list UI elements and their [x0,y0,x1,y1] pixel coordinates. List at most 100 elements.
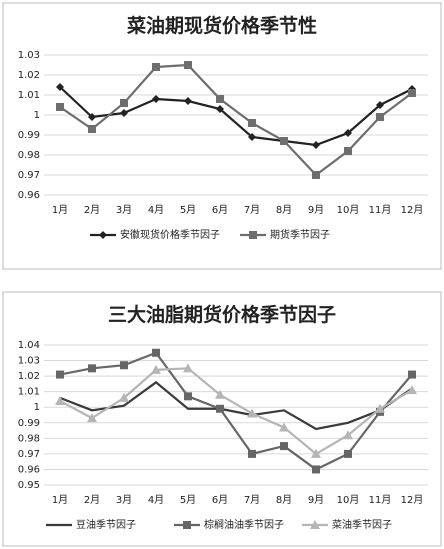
point-marker [312,465,320,474]
x-tick-label: 7月 [244,204,260,216]
point-marker [183,363,193,373]
point-marker [344,129,352,137]
x-tick-label: 2月 [84,204,100,216]
point-marker [344,449,352,458]
y-tick-label: 0.96 [18,464,40,475]
series-line [59,86,413,147]
point-marker [151,364,161,374]
x-tick-label: 5月 [180,494,196,506]
point-marker [248,449,256,458]
point-marker [184,97,192,105]
x-tick-label: 12月 [401,494,424,506]
x-tick-label: 3月 [116,204,132,216]
point-marker [120,109,128,117]
point-marker [343,430,353,440]
point-marker [88,125,96,133]
x-tick-label: 11月 [369,494,392,506]
point-marker [120,361,128,370]
x-tick-label: 5月 [180,204,196,216]
x-tick-label: 4月 [148,204,164,216]
point-marker [248,119,256,127]
x-tick-label: 7月 [244,494,260,506]
point-marker [280,137,288,145]
x-tick-label: 8月 [276,494,292,506]
point-marker [216,105,224,113]
x-tick-label: 6月 [212,494,228,506]
point-marker [56,370,64,379]
legend-marker [249,231,257,239]
y-tick-label: 0.96 [18,190,40,201]
legend-marker [183,521,191,529]
y-tick-label: 1.02 [18,70,40,81]
y-tick-label: 1.02 [18,371,40,382]
point-marker [408,370,416,379]
series-line [59,351,413,471]
x-tick-label: 9月 [308,494,324,506]
point-marker [407,385,417,395]
legend-label: 安徽现货价格季节因子 [120,228,220,241]
x-tick-label: 1月 [52,204,68,216]
x-tick-label: 12月 [401,204,424,216]
point-marker [56,83,64,91]
point-marker [247,408,257,418]
point-marker [215,389,225,399]
point-marker [56,103,64,111]
x-tick-label: 8月 [276,204,292,216]
y-tick-label: 0.99 [18,418,40,429]
legend-marker [99,231,107,239]
point-marker [376,101,384,109]
y-tick-label: 0.97 [18,170,40,181]
x-tick-label: 6月 [212,204,228,216]
point-marker [216,95,224,103]
y-tick-label: 1.01 [18,90,40,101]
point-marker [184,61,192,69]
legend-marker [310,520,320,529]
point-marker [344,147,352,155]
y-tick-label: 0.99 [18,130,40,141]
legend-label: 菜油季节因子 [332,518,392,531]
point-marker [184,392,192,401]
point-marker [216,404,224,413]
chart-title: 菜油期现货价格季节性 [126,14,317,37]
legend-label: 棕榈油油季节因子 [204,518,284,531]
legend-label: 豆油季节因子 [76,518,136,531]
x-tick-label: 4月 [148,494,164,506]
y-tick-label: 0.95 [18,480,40,491]
point-marker [120,99,128,107]
x-tick-label: 9月 [308,204,324,216]
point-marker [311,448,321,458]
point-marker [87,413,97,423]
point-marker [408,89,416,97]
y-tick-label: 1.04 [18,340,40,351]
x-tick-label: 10月 [337,494,360,506]
point-marker [55,396,65,405]
x-tick-label: 10月 [337,204,360,216]
series-line [59,63,413,177]
chart-title: 三大油脂期货价格季节因子 [108,303,336,326]
y-tick-label: 0.97 [18,449,40,460]
point-marker [152,95,160,103]
y-tick-label: 1.03 [18,50,40,61]
point-marker [279,422,289,432]
point-marker [312,171,320,179]
series-line [59,367,413,456]
x-tick-label: 1月 [52,494,68,506]
y-tick-label: 1.01 [18,387,40,398]
y-tick-label: 1 [34,110,40,121]
point-marker [375,403,385,413]
point-marker [119,392,129,402]
y-tick-label: 0.98 [18,433,40,444]
x-tick-label: 3月 [116,494,132,506]
chart-frame [2,2,442,270]
point-marker [312,141,320,149]
x-tick-label: 2月 [84,494,100,506]
point-marker [152,63,160,71]
point-marker [248,133,256,141]
point-marker [280,442,288,451]
point-marker [152,348,160,357]
point-marker [376,113,384,121]
point-marker [88,364,96,373]
series-line [59,380,413,431]
legend-label: 期货季节因子 [270,228,330,241]
